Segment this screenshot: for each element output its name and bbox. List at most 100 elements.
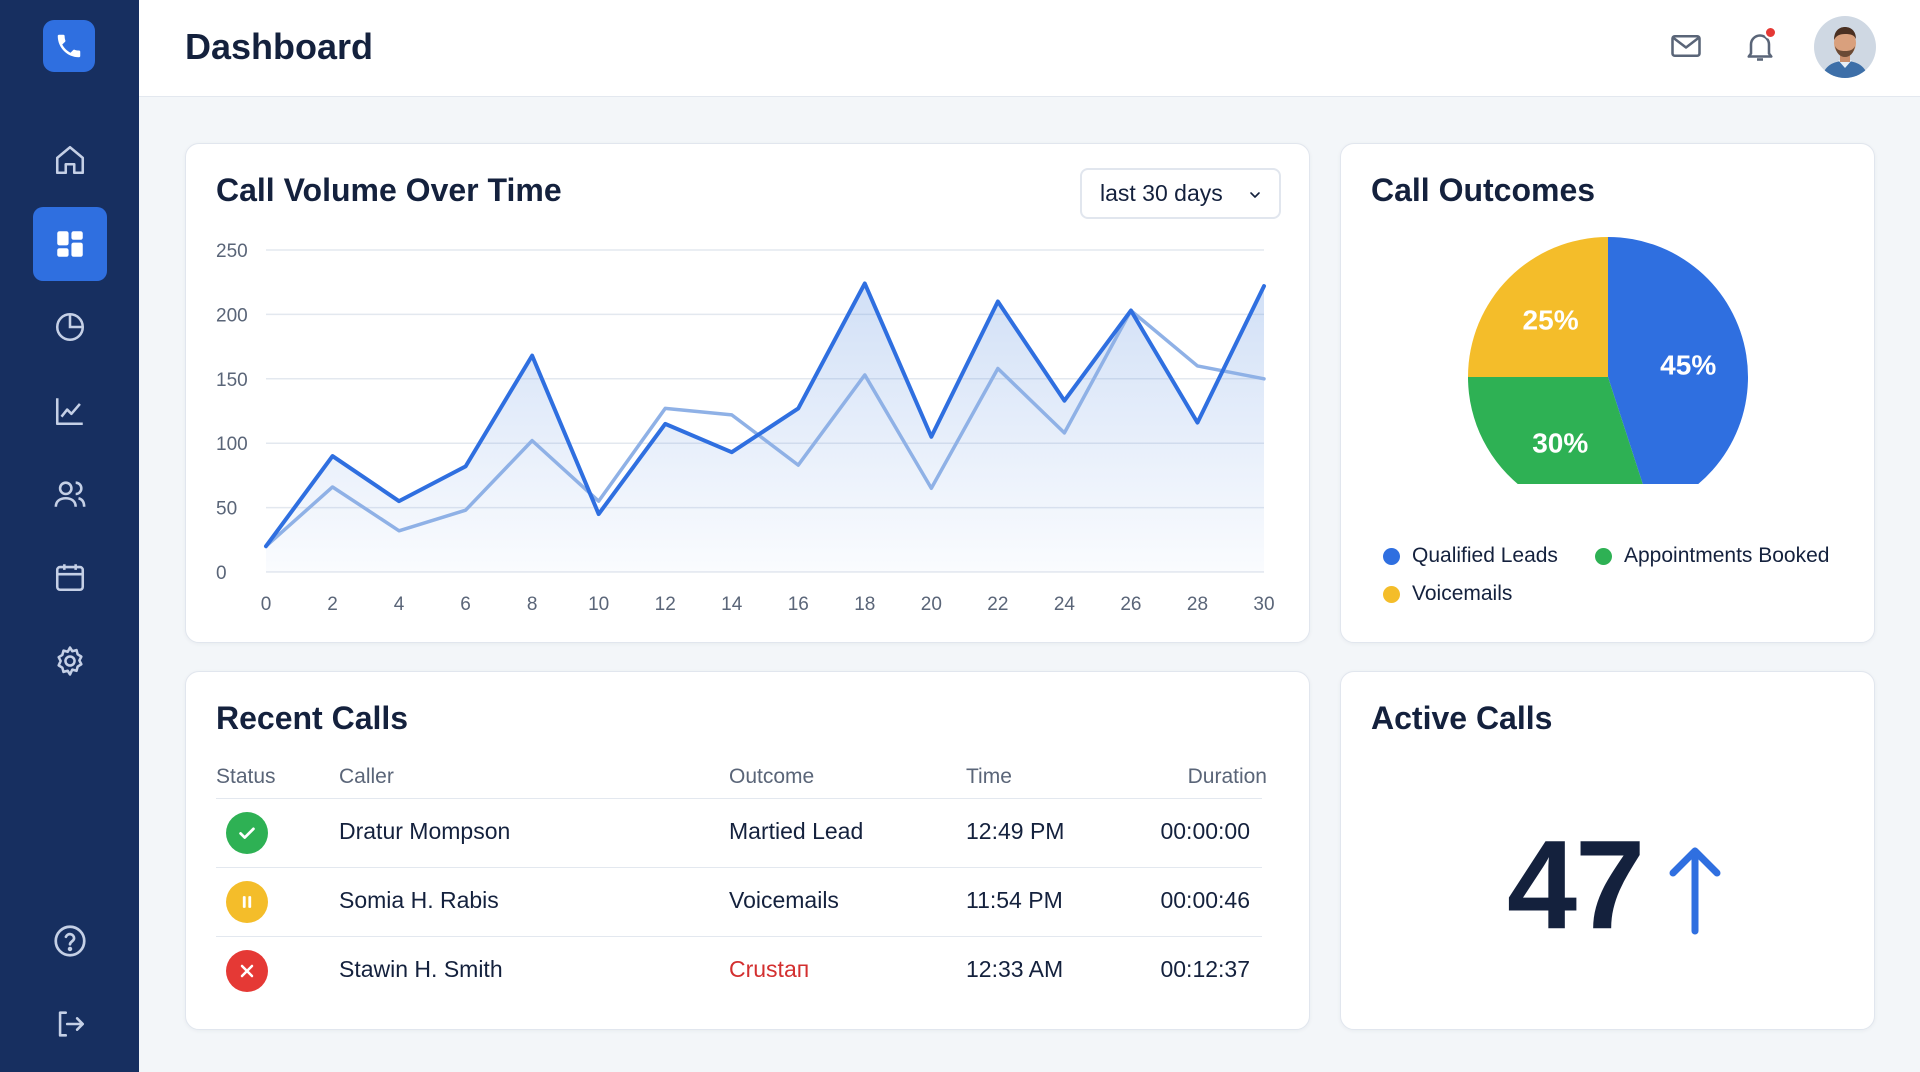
legend-voicemails: Voicemails [1383,582,1512,606]
nav-contacts[interactable] [33,457,107,531]
table-row[interactable]: Somia H. Rabis Voicemails 11:54 PM 00:00… [216,867,1262,936]
call-time: 12:33 AM [966,956,1064,982]
caller-name: Somia H. Rabis [339,887,499,913]
x-tick-label: 30 [1253,594,1274,615]
table-row[interactable]: Stawin H. Smith Crustaп 12:33 AM 00:12:3… [216,936,1262,1005]
y-tick-label: 0 [216,563,227,584]
clock-icon [55,312,85,342]
status-success-icon [226,812,268,854]
x-tick-label: 20 [921,594,942,615]
pie-slice-label: 25% [1523,305,1579,336]
nav-help[interactable] [33,904,107,978]
call-outcome: Martied Lead [729,818,864,844]
x-tick-label: 2 [327,594,338,615]
messages-button[interactable] [1666,26,1706,66]
avatar-image [1814,16,1876,78]
y-tick-label: 100 [216,434,248,455]
app-logo[interactable] [43,20,95,72]
nav-settings[interactable] [33,624,107,698]
nav-analytics[interactable] [33,374,107,448]
help-icon [54,925,86,957]
x-tick-label: 28 [1187,594,1208,615]
calendar-icon [55,564,85,592]
call-outcome: Crustaп [729,956,810,982]
x-tick-label: 22 [987,594,1008,615]
logout-icon [58,1011,85,1037]
nav-calendar[interactable] [33,540,107,614]
x-tick-label: 4 [394,594,405,615]
chevron-down-icon [1250,192,1260,198]
series-line-primary [264,281,1266,549]
legend-swatch-blue [1383,547,1400,565]
pie-slice-label: 30% [1532,428,1588,459]
line-chart-icon [55,398,83,426]
call-outcomes-pie: 45% 30% 25% [1468,237,1748,484]
top-header: Dashboard [139,0,1920,97]
mail-icon [1671,34,1701,58]
legend-swatch-green [1595,547,1612,565]
dashboard-icon [57,231,83,257]
call-duration: 00:12:37 [1160,956,1250,982]
x-tick-label: 16 [788,594,809,615]
user-avatar[interactable] [1814,16,1876,78]
nav-logout[interactable] [33,987,107,1061]
y-tick-label: 150 [216,370,248,391]
call-outcome: Voicemails [729,887,839,913]
status-failed-icon [226,950,268,992]
home-icon [55,145,85,175]
call-duration: 00:00:00 [1160,818,1250,844]
table-row[interactable]: Dratur Mompson Martied Lead 12:49 PM 00:… [216,798,1262,867]
pie-slice [1468,377,1643,484]
nav-dashboard[interactable] [33,207,107,281]
call-time: 11:54 PM [966,887,1063,913]
page-title: Dashboard [185,26,374,67]
x-tick-label: 0 [261,594,272,615]
gear-icon [57,646,83,676]
x-tick-label: 10 [588,594,609,615]
y-tick-label: 50 [216,499,237,520]
x-tick-label: 26 [1120,594,1141,615]
y-tick-label: 250 [216,241,248,262]
x-tick-label: 6 [460,594,471,615]
bell-icon [1747,34,1773,61]
y-tick-label: 200 [216,305,248,326]
x-tick-label: 8 [527,594,538,615]
call-time: 12:49 PM [966,818,1065,844]
caller-name: Stawin H. Smith [339,956,503,982]
call-volume-title: Call Volume Over Time [216,172,562,208]
legend-swatch-yellow [1383,585,1400,603]
legend-appointments-booked: Appointments Booked [1595,544,1829,568]
date-range-label: last 30 days [1100,180,1223,206]
legend-label: Qualified Leads [1412,544,1558,567]
date-range-dropdown[interactable]: last 30 days [1080,168,1281,219]
arrow-up-icon [1669,847,1721,935]
nav-home[interactable] [33,123,107,197]
legend-label: Appointments Booked [1624,544,1830,567]
call-duration: 00:00:46 [1160,887,1250,913]
call-outcomes-title: Call Outcomes [1371,172,1596,208]
call-volume-card: Call Volume Over Time last 30 days 0 50 10… [185,143,1310,643]
active-calls-card: Active Calls 47 [1340,671,1875,1030]
column-header-duration: Duration [1187,765,1267,788]
pie-slice [1608,237,1748,484]
recent-calls-title: Recent Calls [216,700,409,736]
pie-slice-label: 45% [1660,349,1716,380]
x-tick-label: 18 [854,594,875,615]
pie-slice [1468,237,1608,377]
notification-badge [1764,26,1777,39]
active-calls-count: 47 [1507,814,1645,955]
column-header-outcome: Outcome [729,765,815,788]
nav-history[interactable] [33,290,107,364]
x-tick-label: 24 [1054,594,1076,615]
x-tick-label: 14 [721,594,743,615]
legend-label: Voicemails [1412,582,1513,605]
phone-icon [57,34,81,58]
caller-name: Dratur Mompson [339,818,511,844]
recent-calls-card: Recent Calls Status Caller Outcome Time … [185,671,1310,1030]
status-paused-icon [226,881,268,923]
series-area [266,283,1264,572]
notifications-button[interactable] [1740,26,1780,66]
active-calls-title: Active Calls [1371,700,1553,736]
users-icon [54,481,86,507]
